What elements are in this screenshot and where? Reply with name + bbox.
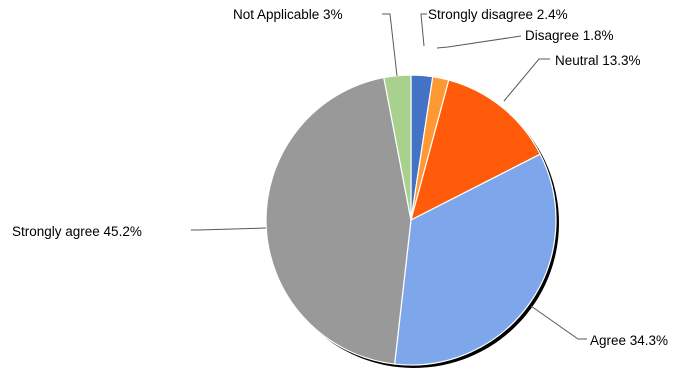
data-label-not-applicable: Not Applicable 3%	[233, 7, 343, 22]
data-label-strongly-agree: Strongly agree 45.2%	[12, 224, 142, 239]
leader-line-strongly-disagree	[420, 13, 427, 47]
data-label-strongly-disagree: Strongly disagree 2.4%	[428, 7, 568, 22]
leader-line-neutral	[503, 58, 550, 102]
leader-line-disagree	[436, 35, 522, 49]
leader-lines	[191, 13, 587, 340]
data-label-neutral: Neutral 13.3%	[555, 53, 641, 68]
pie-slice-neutral	[410, 79, 542, 222]
leader-line-agree	[530, 305, 587, 340]
data-labels: Strongly disagree 2.4% Disagree 1.8% Neutr…	[12, 7, 668, 348]
pie-slice-agree	[393, 153, 557, 366]
pie-slice-strongly-agree	[265, 76, 412, 365]
leader-line-not-applicable	[382, 13, 398, 77]
data-label-agree: Agree 34.3%	[590, 333, 668, 348]
leader-line-strongly-agree	[191, 227, 267, 231]
data-label-disagree: Disagree 1.8%	[525, 28, 614, 43]
pie-slices	[265, 74, 557, 366]
